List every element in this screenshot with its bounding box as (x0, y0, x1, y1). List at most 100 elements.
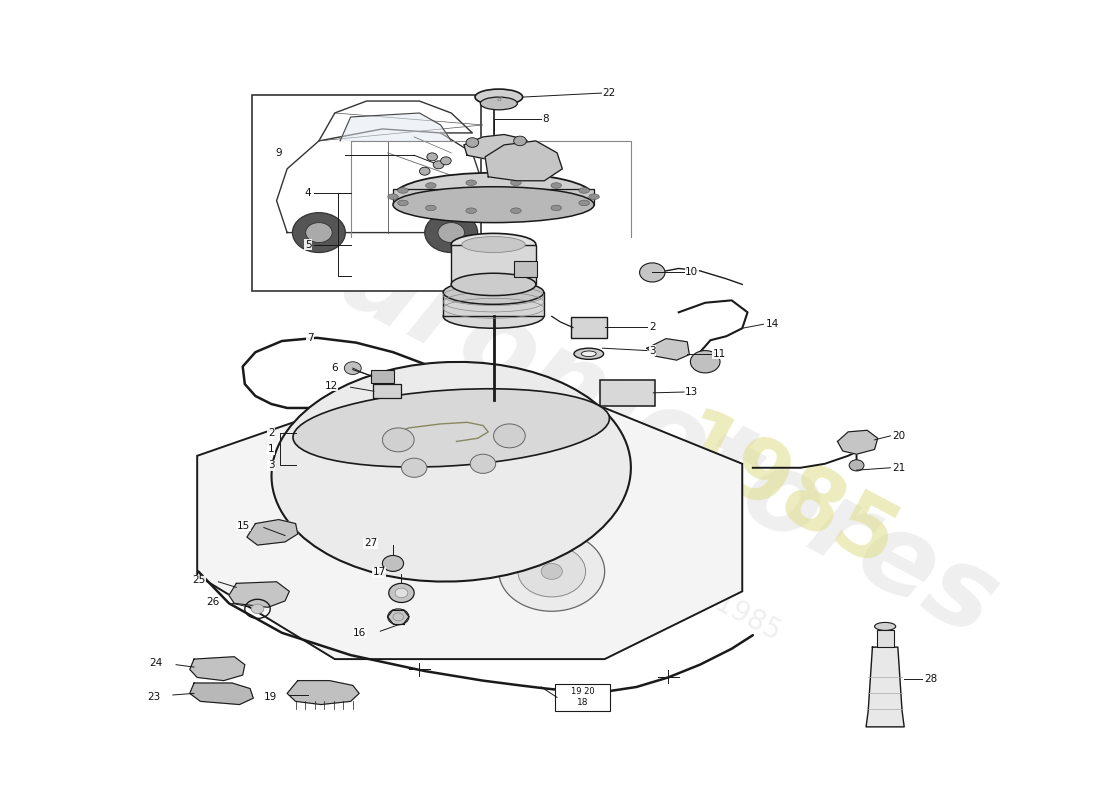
Circle shape (427, 153, 438, 161)
Text: 28: 28 (924, 674, 937, 684)
Text: 19: 19 (263, 691, 276, 702)
Ellipse shape (272, 362, 631, 582)
Polygon shape (451, 245, 536, 285)
Text: 25: 25 (192, 575, 206, 585)
FancyBboxPatch shape (252, 94, 481, 290)
Ellipse shape (510, 180, 521, 186)
Polygon shape (197, 408, 742, 659)
Text: 9: 9 (275, 148, 282, 158)
Circle shape (293, 213, 345, 253)
Polygon shape (340, 113, 451, 141)
Ellipse shape (398, 188, 408, 194)
Ellipse shape (451, 274, 536, 295)
Ellipse shape (426, 205, 436, 210)
Circle shape (541, 563, 562, 579)
Ellipse shape (393, 186, 594, 222)
Polygon shape (287, 681, 359, 705)
FancyBboxPatch shape (601, 380, 656, 406)
Circle shape (344, 362, 361, 374)
Ellipse shape (462, 237, 526, 253)
FancyBboxPatch shape (514, 262, 537, 278)
Text: 5: 5 (305, 239, 311, 250)
Text: 15: 15 (236, 521, 250, 531)
Circle shape (251, 604, 264, 614)
Circle shape (466, 138, 478, 147)
Circle shape (387, 609, 409, 625)
Circle shape (441, 157, 451, 165)
Ellipse shape (387, 194, 398, 199)
Text: 8: 8 (542, 114, 549, 123)
Ellipse shape (426, 182, 436, 188)
Ellipse shape (451, 234, 536, 256)
Ellipse shape (481, 97, 517, 110)
Text: 23: 23 (147, 691, 161, 702)
Ellipse shape (574, 348, 604, 359)
Ellipse shape (579, 200, 590, 206)
Text: 26: 26 (206, 597, 219, 606)
Polygon shape (229, 582, 289, 607)
Ellipse shape (874, 622, 895, 630)
Text: euromotores: euromotores (256, 188, 1016, 660)
Ellipse shape (443, 281, 543, 304)
Ellipse shape (398, 200, 408, 206)
Polygon shape (246, 519, 298, 545)
Text: 2: 2 (267, 429, 275, 438)
Circle shape (494, 424, 526, 448)
Text: 27: 27 (364, 538, 377, 549)
Polygon shape (443, 292, 543, 316)
Ellipse shape (443, 304, 543, 328)
Text: 10: 10 (685, 267, 698, 278)
Ellipse shape (579, 188, 590, 194)
Text: 22: 22 (603, 88, 616, 98)
Text: 6: 6 (331, 363, 338, 373)
Polygon shape (464, 134, 534, 161)
Text: 21: 21 (892, 462, 905, 473)
Circle shape (438, 222, 464, 242)
FancyBboxPatch shape (571, 317, 607, 338)
Polygon shape (485, 141, 562, 181)
Circle shape (425, 213, 477, 253)
Ellipse shape (466, 180, 476, 186)
Polygon shape (866, 647, 904, 727)
Polygon shape (190, 657, 245, 681)
Circle shape (518, 546, 585, 597)
Text: 11: 11 (713, 349, 726, 358)
Text: 17: 17 (372, 567, 386, 578)
Circle shape (402, 458, 427, 478)
FancyBboxPatch shape (373, 384, 402, 398)
Ellipse shape (582, 351, 596, 357)
FancyBboxPatch shape (554, 684, 610, 711)
Text: 19 20: 19 20 (571, 687, 594, 696)
FancyBboxPatch shape (371, 370, 394, 383)
Ellipse shape (466, 208, 476, 214)
Circle shape (849, 460, 864, 471)
Text: 1985: 1985 (659, 402, 910, 589)
Text: 16: 16 (353, 628, 366, 638)
Text: 3: 3 (267, 460, 275, 470)
Polygon shape (647, 338, 690, 360)
Circle shape (383, 555, 404, 571)
Text: 18: 18 (576, 698, 588, 706)
Circle shape (498, 531, 605, 611)
Circle shape (691, 350, 720, 373)
Polygon shape (393, 189, 594, 205)
Circle shape (471, 454, 496, 474)
Text: 1: 1 (267, 445, 275, 454)
Text: 4: 4 (305, 188, 311, 198)
Circle shape (383, 428, 415, 452)
Circle shape (433, 161, 443, 169)
Ellipse shape (475, 89, 522, 105)
Ellipse shape (551, 205, 561, 210)
Circle shape (419, 167, 430, 175)
Text: 12: 12 (324, 381, 338, 390)
Text: 2: 2 (649, 322, 656, 333)
Text: 13: 13 (685, 387, 698, 397)
Circle shape (306, 222, 332, 242)
Text: 7: 7 (307, 333, 314, 343)
Ellipse shape (293, 389, 609, 467)
Text: 20: 20 (892, 431, 905, 441)
Circle shape (639, 263, 665, 282)
Text: 3: 3 (649, 346, 656, 355)
Circle shape (395, 588, 408, 598)
Text: 24: 24 (148, 658, 163, 668)
